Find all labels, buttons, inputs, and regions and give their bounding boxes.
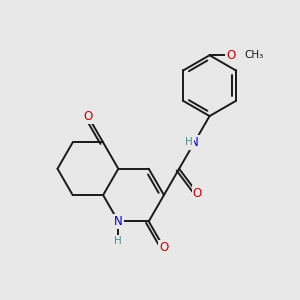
Text: H: H: [114, 236, 122, 246]
Text: O: O: [159, 241, 169, 254]
Text: H: H: [185, 137, 193, 147]
Text: N: N: [114, 215, 123, 228]
Text: O: O: [193, 187, 202, 200]
Text: O: O: [83, 110, 92, 123]
Text: CH₃: CH₃: [244, 50, 264, 60]
Text: N: N: [190, 136, 199, 149]
Text: O: O: [226, 49, 236, 62]
